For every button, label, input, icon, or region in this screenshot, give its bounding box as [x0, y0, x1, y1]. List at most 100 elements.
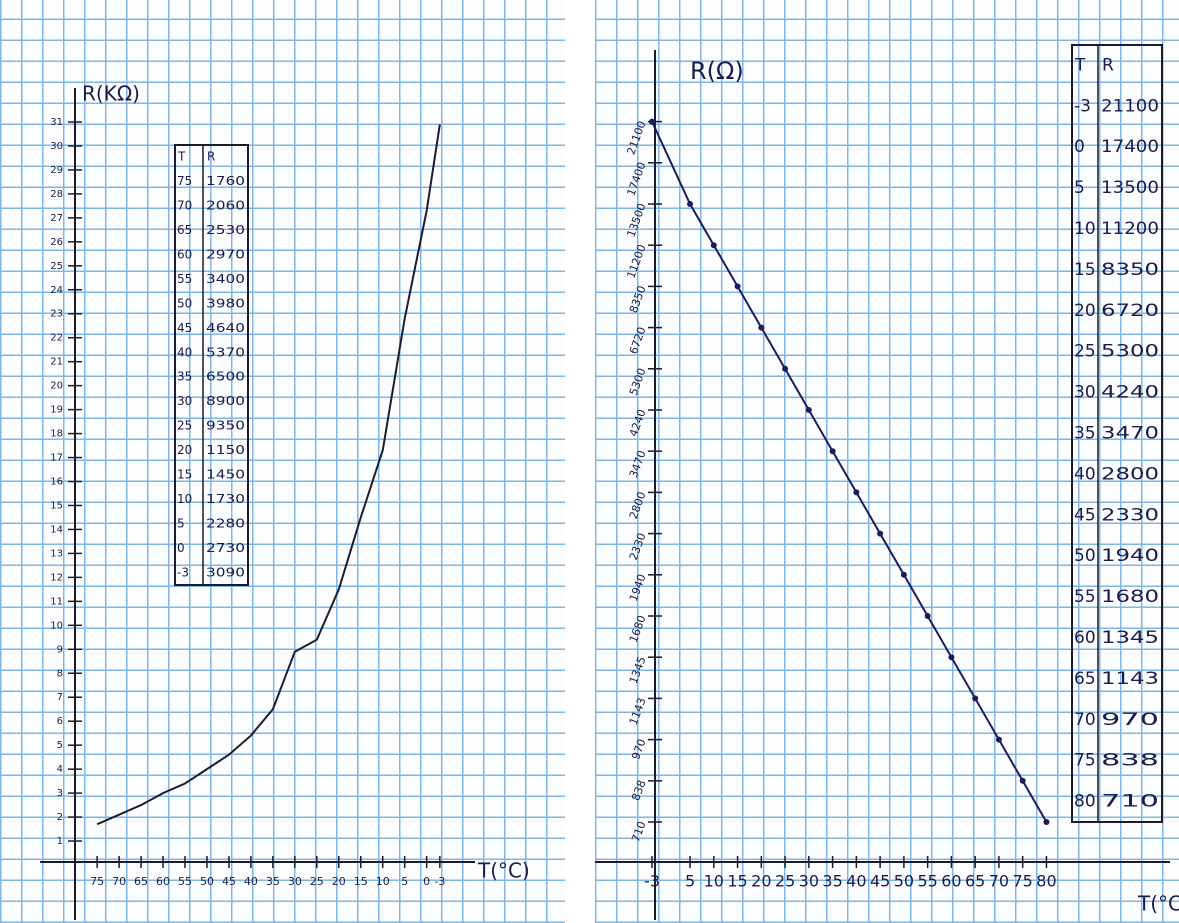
y-tick-label: 26 — [50, 237, 63, 248]
data-point — [687, 201, 694, 207]
table-cell: 15 — [1074, 260, 1096, 280]
table-cell: 5 — [177, 516, 185, 530]
x-tick-label: 45 — [222, 875, 236, 888]
data-point — [948, 654, 955, 661]
table-cell: 11200 — [1101, 219, 1159, 239]
table-cell: 838 — [1101, 751, 1159, 771]
data-point — [805, 407, 812, 413]
table-cell: 40 — [177, 345, 192, 359]
y-tick-label: 13500 — [624, 202, 648, 239]
y-tick-label: 30 — [50, 141, 63, 152]
y-tick-label: 16 — [50, 477, 63, 488]
table-cell: 2730 — [206, 541, 245, 555]
table-cell: 50 — [177, 296, 192, 310]
x-tick-label: 55 — [178, 875, 192, 888]
table-cell: 65 — [177, 223, 192, 237]
table-cell: 20 — [1074, 301, 1096, 321]
table-cell: 25 — [1074, 342, 1096, 362]
table-cell: 50 — [1074, 546, 1096, 566]
x-tick-label: 20 — [751, 872, 771, 891]
table-cell: 45 — [177, 321, 192, 335]
y-tick-label: 838 — [629, 778, 648, 802]
y-tick-label: 1143 — [627, 696, 649, 727]
y-tick-label: 5300 — [627, 366, 649, 397]
table-cell: 55 — [1074, 587, 1096, 607]
table-cell: 3470 — [1101, 424, 1159, 444]
data-line — [651, 121, 1048, 823]
table-cell: 65 — [1074, 669, 1096, 689]
x-tick-label: 60 — [156, 875, 170, 888]
table-frame — [174, 144, 249, 586]
table-cell: 8350 — [1101, 260, 1159, 280]
table-header: T — [1074, 55, 1086, 75]
y-tick-label: 1 — [57, 836, 63, 847]
y-tick-label: 3470 — [627, 449, 649, 480]
x-tick-label: 60 — [941, 872, 961, 891]
table-cell: 1143 — [1101, 669, 1159, 689]
table-cell: 35 — [177, 370, 192, 384]
y-tick-label: 1680 — [627, 614, 649, 645]
y-tick-label: 23 — [50, 309, 63, 320]
y-tick-label: 17 — [50, 453, 63, 464]
y-tick-label: 2330 — [627, 531, 649, 562]
x-tick-label: 30 — [799, 872, 819, 891]
table-header: R — [1102, 55, 1114, 75]
table-cell: 2530 — [206, 223, 245, 237]
table-cell: 5300 — [1101, 342, 1159, 362]
x-tick-label: 35 — [822, 872, 842, 891]
y-tick-label: 11 — [50, 596, 63, 607]
table-cell: 970 — [1101, 710, 1159, 730]
y-tick-label: 4240 — [627, 408, 649, 439]
x-tick-label: 15 — [354, 875, 368, 888]
x-tick-label: 75 — [90, 875, 104, 888]
y-tick-label: 29 — [50, 165, 63, 176]
table-cell: 10 — [177, 492, 192, 506]
table-cell: 55 — [177, 272, 192, 286]
table-cell: 40 — [1074, 464, 1096, 484]
y-tick-label: 6720 — [627, 325, 649, 356]
table-cell: 75 — [177, 174, 192, 188]
x-tick-label: 10 — [376, 875, 390, 888]
table-cell: 30 — [177, 394, 192, 408]
y-tick-label: 8 — [57, 668, 63, 679]
table-header: T — [177, 150, 186, 164]
y-tick-label: 1345 — [627, 655, 649, 686]
data-point — [829, 448, 836, 455]
y-tick-label: 27 — [50, 213, 63, 224]
y-tick-label: 18 — [50, 429, 63, 440]
data-point — [710, 242, 717, 249]
table-cell: 4640 — [206, 321, 245, 335]
y-tick-label: 3 — [57, 788, 63, 799]
x-tick-label: 55 — [917, 872, 937, 891]
table-cell: 9350 — [206, 419, 245, 433]
x-tick-label: 5 — [401, 875, 408, 888]
x-tick-label: 45 — [870, 872, 890, 891]
y-tick-label: 19 — [50, 405, 63, 416]
y-tick-label: 2800 — [627, 490, 649, 521]
data-point — [758, 324, 765, 331]
data-point — [1043, 819, 1050, 825]
x-tick-label: 20 — [332, 875, 346, 888]
data-point — [853, 489, 860, 496]
x-axis-title: T(°C) — [477, 859, 530, 883]
data-point — [782, 365, 789, 372]
table-cell: 3980 — [206, 296, 245, 310]
data-point — [924, 613, 931, 619]
table-cell: 4240 — [1101, 383, 1159, 403]
data-point — [734, 283, 741, 290]
y-tick-label: 31 — [50, 117, 63, 128]
x-tick-label: 25 — [775, 872, 795, 891]
table-cell: 2800 — [1101, 464, 1159, 484]
y-tick-label: 17400 — [624, 160, 648, 197]
table-cell: 0 — [1074, 137, 1085, 157]
x-tick-label: 65 — [965, 872, 985, 891]
y-tick-label: 1940 — [627, 572, 649, 603]
table-cell: -3 — [177, 565, 189, 579]
table-cell: 2330 — [1101, 505, 1159, 525]
table-cell: 45 — [1074, 505, 1096, 525]
table-cell: 8900 — [206, 394, 245, 408]
y-tick-label: 12 — [50, 572, 63, 583]
y-tick-label: 24 — [50, 285, 63, 296]
